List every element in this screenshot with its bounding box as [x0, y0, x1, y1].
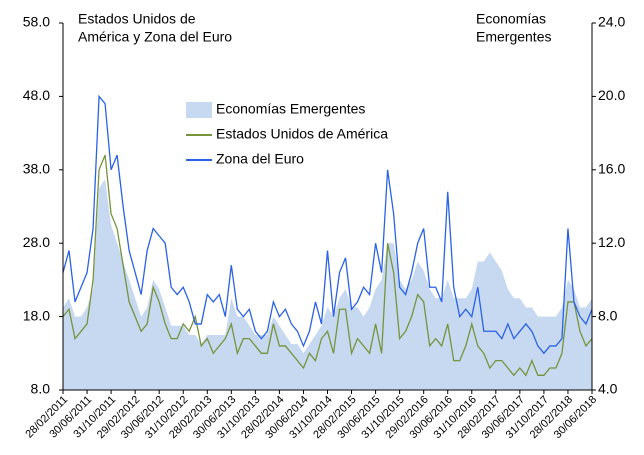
area	[63, 178, 592, 390]
y-tick-label: 48.0	[23, 87, 50, 103]
y2-tick-label: 12.0	[598, 234, 625, 250]
line	[62, 154, 593, 377]
y-tick-label: 58.0	[23, 14, 50, 30]
y2-tick-label: 16.0	[598, 161, 625, 177]
legend-label: Zona del Euro	[216, 151, 304, 167]
y2-tick-label: 8.0	[598, 307, 618, 323]
y-axis-title: América y Zona del Euro	[78, 29, 232, 45]
y2-tick-label: 4.0	[598, 381, 618, 397]
y-tick-label: 18.0	[23, 307, 50, 323]
y2-axis-title: Emergentes	[476, 29, 551, 45]
line	[62, 94, 593, 355]
y-tick-label: 38.0	[23, 161, 50, 177]
legend-label: Economías Emergentes	[216, 101, 365, 117]
y2-tick-label: 24.0	[598, 14, 625, 30]
y-tick-label: 8.0	[31, 381, 51, 397]
legend-swatch	[186, 102, 212, 118]
y-axis-title: Estados Unidos de	[78, 11, 196, 27]
y-tick-label: 28.0	[23, 234, 50, 250]
y2-axis-title: Economías	[476, 11, 546, 27]
y2-tick-label: 20.0	[598, 87, 625, 103]
legend-label: Estados Unidos de América	[216, 126, 388, 142]
